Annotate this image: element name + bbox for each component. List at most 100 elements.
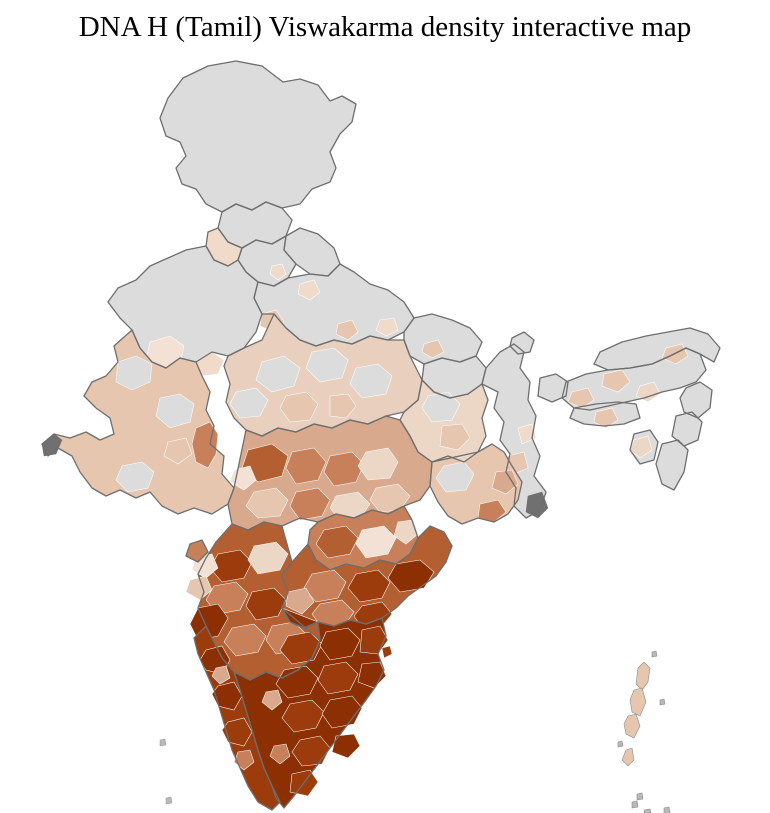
island-speck-3[interactable] [617, 740, 624, 748]
boundary-jk [159, 60, 357, 213]
district-tint-up-3[interactable] [335, 319, 359, 341]
district-odisha-tint-1[interactable] [491, 469, 519, 495]
district-ka-light-1[interactable] [247, 541, 289, 575]
district-tn-4[interactable] [275, 665, 319, 699]
boundary-uttarakhand [283, 227, 341, 277]
district-cg-tint-1[interactable] [439, 423, 471, 451]
district-tint-wb-2[interactable] [517, 423, 537, 445]
boundary-tamilnadu [233, 607, 387, 809]
district-kl-dark-1[interactable] [221, 717, 253, 747]
district-ka-light-3[interactable] [185, 575, 213, 601]
district-cg-gray-1[interactable] [421, 391, 461, 423]
district-tn-2[interactable] [319, 627, 361, 661]
district-tn-pale-2[interactable] [269, 743, 291, 765]
boundary-mp [223, 313, 423, 437]
district-mh-mid-3[interactable] [289, 487, 331, 521]
district-tg-dark-1[interactable] [315, 525, 359, 559]
district-ap-tint-1[interactable] [285, 587, 315, 615]
boundary-sikkim [509, 331, 535, 355]
maharashtra-districts[interactable] [229, 443, 411, 521]
island-south-andaman[interactable] [623, 713, 641, 739]
island-middle-andaman[interactable] [629, 687, 647, 717]
region-puducherry[interactable] [381, 645, 393, 659]
boundary-wb [481, 343, 547, 519]
district-mp-tint-2[interactable] [329, 393, 357, 419]
district-tint-up-2[interactable] [297, 279, 321, 301]
region-delhi[interactable] [269, 263, 287, 281]
district-mh-light-3[interactable] [229, 465, 257, 491]
page-title: DNA H (Tamil) Viswakarma density interac… [78, 11, 692, 43]
district-ka-darkest-1[interactable] [189, 603, 229, 641]
island-speck-2[interactable] [659, 698, 666, 706]
district-gujarat-tint-1[interactable] [163, 437, 193, 465]
region-andaman-nicobar-islands[interactable] [617, 650, 671, 813]
district-tg-tint-1[interactable] [393, 519, 419, 545]
island-north-andaman[interactable] [635, 661, 651, 691]
district-mp-gray-4[interactable] [229, 387, 269, 419]
boundary-maharashtra [227, 415, 433, 531]
district-mh-mid-1[interactable] [285, 447, 327, 485]
district-mp-gray-3[interactable] [349, 363, 393, 399]
boundary-tripura [629, 429, 659, 465]
island-lakshadweep-1[interactable] [159, 738, 167, 747]
district-gujarat-mid-1[interactable] [191, 421, 219, 469]
district-kl-tint-1[interactable] [211, 665, 231, 685]
district-mh-mid-2[interactable] [323, 451, 365, 487]
boundary-manipur [671, 411, 703, 447]
boundary-nagaland [679, 381, 713, 419]
district-mp-tint-1[interactable] [279, 391, 319, 423]
karnataka-districts[interactable] [185, 541, 307, 657]
kerala-districts[interactable] [199, 645, 255, 771]
district-tn-10[interactable] [331, 733, 361, 759]
odisha-districts[interactable] [435, 461, 519, 523]
mp-tinted-districts[interactable] [229, 347, 393, 423]
district-tn-pale-1[interactable] [261, 689, 283, 711]
district-ap-dark-1[interactable] [347, 569, 391, 603]
district-mh-light-2[interactable] [245, 487, 289, 519]
district-gujarat-gray-3[interactable] [115, 461, 155, 493]
district-ka-mid-2[interactable] [223, 623, 267, 657]
district-ne-tint-1[interactable] [601, 369, 631, 393]
district-tint-up-4[interactable] [375, 317, 399, 337]
district-tn-9[interactable] [291, 735, 331, 767]
district-ne-tint-2[interactable] [567, 387, 595, 409]
boundary-mizoram [655, 439, 689, 491]
district-ne-tint-4[interactable] [593, 407, 619, 429]
bihar-tinted-districts[interactable] [421, 339, 445, 359]
region-wb-sundarbans-no-data[interactable] [525, 491, 549, 519]
district-gujarat-gray-2[interactable] [155, 393, 195, 429]
district-mp-gray-2[interactable] [305, 347, 349, 383]
district-odisha-mid-1[interactable] [477, 499, 507, 523]
district-tn-8[interactable] [321, 695, 363, 729]
district-mp-gray-1[interactable] [255, 355, 301, 393]
india-choropleth-map[interactable] [0, 52, 770, 813]
state-boundaries-overlay [41, 60, 721, 811]
chhattisgarh-districts[interactable] [421, 391, 471, 451]
district-ap-darkest-1[interactable] [387, 559, 435, 593]
island-nicobar-2[interactable] [643, 808, 652, 813]
district-ka-dark-2[interactable] [245, 587, 287, 621]
region-lakshadweep[interactable] [159, 738, 173, 805]
district-kl-darkest-2[interactable] [211, 681, 243, 711]
district-tn-7[interactable] [281, 699, 325, 733]
boundary-ne-corridor [537, 373, 569, 403]
district-tn-5[interactable] [317, 661, 359, 695]
district-mh-light-1[interactable] [357, 447, 399, 481]
map-canvas[interactable] [0, 52, 770, 813]
island-nicobar-3[interactable] [663, 806, 671, 813]
island-speck-1[interactable] [651, 650, 658, 658]
island-nicobar-1[interactable] [636, 792, 644, 801]
gujarat-districts[interactable] [115, 355, 219, 493]
district-gujarat-gray-1[interactable] [115, 355, 153, 391]
district-tn-6[interactable] [357, 661, 387, 689]
island-little-andaman[interactable] [621, 747, 635, 767]
district-ap-mid-1[interactable] [303, 569, 347, 603]
district-tint-bihar-1[interactable] [421, 339, 445, 359]
island-lakshadweep-2[interactable] [165, 796, 173, 805]
district-ne-tint-3[interactable] [635, 381, 661, 403]
island-car-nicobar[interactable] [631, 800, 639, 809]
boundary-goa [185, 539, 209, 563]
telangana-districts[interactable] [315, 519, 419, 559]
district-tg-light-1[interactable] [355, 525, 397, 559]
